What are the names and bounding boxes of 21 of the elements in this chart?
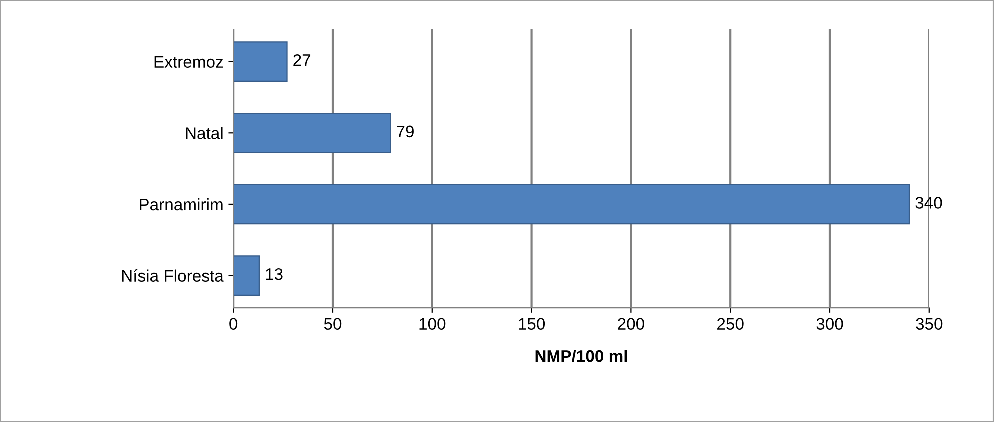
- data-label: 79: [397, 126, 414, 138]
- x-tick-label: 350: [916, 318, 943, 330]
- x-tick-label: 150: [519, 318, 546, 330]
- x-tick-label: 300: [816, 318, 844, 330]
- data-label: 340: [916, 197, 942, 209]
- x-tick-label: 200: [618, 318, 644, 330]
- bar: [234, 42, 288, 82]
- x-axis-title: NMP/100 ml: [536, 350, 628, 362]
- bar: [234, 184, 910, 225]
- x-tick-label: 100: [420, 318, 446, 330]
- y-tick-label: Parnamirim: [140, 198, 223, 211]
- y-tick-label: Nísia Floresta: [122, 270, 224, 282]
- y-tick-label: Extremoz: [154, 56, 224, 68]
- y-tick-label: Natal: [186, 127, 223, 140]
- bar: [234, 256, 260, 296]
- x-tick-label: 50: [324, 318, 342, 330]
- x-tick-label: 0: [230, 318, 238, 330]
- bar: [234, 112, 392, 154]
- data-label: 27: [294, 54, 311, 66]
- data-label: 13: [266, 268, 283, 280]
- x-tick-label: 250: [718, 318, 744, 330]
